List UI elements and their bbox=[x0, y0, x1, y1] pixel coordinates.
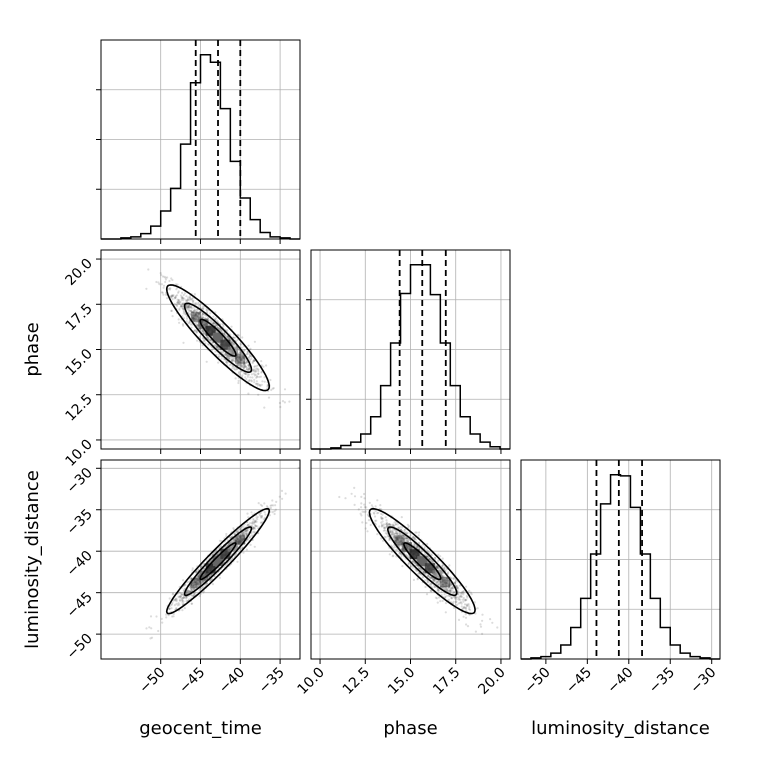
histogram-step-phase bbox=[311, 263, 510, 450]
contour-level-1 bbox=[386, 526, 458, 597]
scatter-panel-geocent_time-luminosity_distance bbox=[96, 459, 301, 664]
density-block bbox=[440, 577, 451, 588]
histogram-panel-geocent_time bbox=[96, 39, 301, 244]
y-tick-label: 12.5 bbox=[62, 391, 95, 424]
density-block bbox=[198, 570, 209, 581]
panel-frame bbox=[520, 459, 721, 660]
y-tick-label: −45 bbox=[64, 589, 96, 621]
density-block bbox=[205, 563, 216, 574]
y-tick-label: −35 bbox=[64, 506, 96, 538]
histogram-panel-luminosity_distance bbox=[516, 459, 721, 664]
y-tick-label: −50 bbox=[64, 631, 96, 663]
x-tick-label: −30 bbox=[687, 665, 719, 697]
contour-level-0 bbox=[403, 542, 442, 581]
histogram-step-luminosity_distance bbox=[521, 473, 720, 660]
x-tick-label: −40 bbox=[604, 665, 636, 697]
density-block bbox=[220, 339, 231, 350]
density-block bbox=[190, 577, 201, 588]
density-block bbox=[235, 353, 246, 364]
x-axis-title-phase: phase bbox=[383, 718, 437, 739]
x-tick-label: −35 bbox=[646, 665, 678, 697]
x-tick-label: 20.0 bbox=[475, 665, 508, 698]
contour-level-2 bbox=[165, 507, 271, 615]
density-block bbox=[235, 534, 246, 545]
density-block bbox=[409, 549, 420, 560]
y-tick-label: 15.0 bbox=[62, 346, 95, 379]
y-axis-title-luminosity_distance: luminosity_distance bbox=[22, 470, 43, 649]
density-blocks bbox=[394, 535, 451, 588]
y-tick-label: 20.0 bbox=[62, 256, 95, 289]
contour-level-1 bbox=[183, 526, 253, 597]
contour-level-2 bbox=[165, 284, 271, 392]
y-tick-label: 17.5 bbox=[62, 301, 95, 334]
x-tick-label: −50 bbox=[136, 665, 168, 697]
scatter-panel-phase-luminosity_distance bbox=[310, 459, 511, 664]
density-block bbox=[213, 556, 224, 567]
scatter-panel-geocent_time-phase bbox=[96, 249, 301, 454]
density-block bbox=[227, 346, 238, 357]
density-blocks bbox=[190, 311, 246, 364]
y-tick-label: −30 bbox=[64, 465, 96, 497]
x-tick-label: 17.5 bbox=[430, 665, 463, 698]
density-block bbox=[198, 318, 209, 329]
x-tick-label: 15.0 bbox=[385, 665, 418, 698]
x-tick-label: −35 bbox=[256, 665, 288, 697]
x-tick-label: −50 bbox=[521, 665, 553, 697]
density-blocks bbox=[190, 534, 246, 588]
density-block bbox=[227, 541, 238, 552]
contour-level-2 bbox=[368, 507, 476, 615]
x-axis-title-geocent_time: geocent_time bbox=[139, 718, 262, 739]
density-block bbox=[424, 563, 435, 574]
x-tick-label: −45 bbox=[176, 665, 208, 697]
contour-level-0 bbox=[199, 318, 237, 357]
density-block bbox=[213, 332, 224, 343]
y-tick-label: 10.0 bbox=[62, 436, 95, 469]
density-block bbox=[220, 548, 231, 559]
x-tick-label: 12.5 bbox=[340, 665, 373, 698]
density-block bbox=[205, 325, 216, 336]
density-block bbox=[432, 570, 443, 581]
x-tick-label: 10.0 bbox=[295, 665, 328, 698]
x-tick-label: −45 bbox=[563, 665, 595, 697]
density-block bbox=[190, 311, 201, 322]
histogram-step-geocent_time bbox=[101, 53, 300, 240]
contour-level-1 bbox=[183, 302, 253, 374]
x-tick-label: −40 bbox=[216, 665, 248, 697]
density-block bbox=[394, 535, 405, 546]
density-block bbox=[402, 542, 413, 553]
y-axis-title-phase: phase bbox=[22, 322, 43, 376]
x-axis-title-luminosity_distance: luminosity_distance bbox=[531, 718, 710, 739]
density-block bbox=[417, 556, 428, 567]
contour-level-0 bbox=[199, 542, 237, 581]
y-tick-label: −40 bbox=[64, 548, 96, 580]
histogram-panel-phase bbox=[306, 249, 511, 454]
